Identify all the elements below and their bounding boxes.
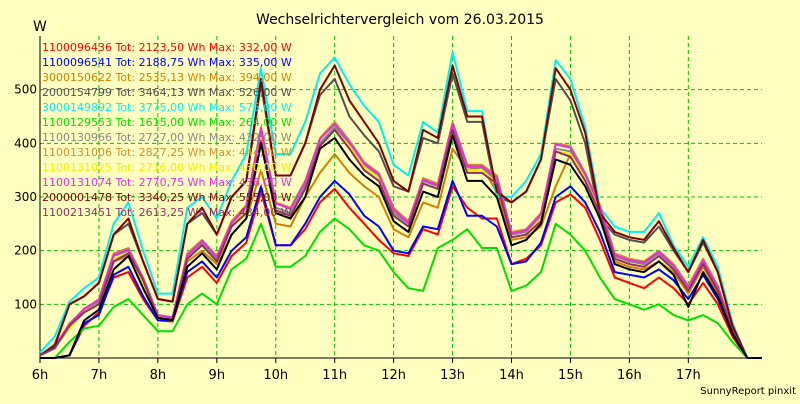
y-tick-label: 200 — [14, 244, 37, 258]
x-tick-label: 15h — [558, 368, 583, 383]
series-line-3000149892 — [39, 51, 762, 359]
legend-entry-2000154799: 2000154799 Tot: 3464,13 Wh Max: 526,00 W — [42, 86, 292, 99]
x-tick-label: 16h — [617, 368, 642, 383]
footer-credit: SunnyReport pinxit — [700, 386, 796, 397]
x-tick-label: 12h — [381, 368, 406, 383]
legend-entry-1100096541: 1100096541 Tot: 2188,75 Wh Max: 335,00 W — [42, 56, 292, 69]
series-line-1100096541 — [40, 179, 762, 359]
y-tick-label: 100 — [14, 297, 37, 311]
y-tick-label: 400 — [14, 136, 37, 150]
legend-entry-1100129553: 1100129553 Tot: 1615,00 Wh Max: 264,00 W — [42, 116, 292, 129]
series-line-black — [40, 134, 762, 359]
series-line-1100129553 — [40, 217, 762, 359]
x-tick-label: 9h — [209, 368, 226, 383]
y-tick-label: 500 — [14, 83, 37, 97]
x-tick-label: 11h — [322, 368, 347, 383]
axes: 100 200 300 400 500 6h 7h 8h 9h 10h 11h 12h 13h 14h 15… — [14, 36, 762, 383]
legend-entry-2000001478: 2000001478 Tot: 3340,25 Wh Max: 555,00 W — [42, 191, 292, 204]
chart-title: Wechselrichtervergleich vom 26.03.2015 — [256, 12, 544, 28]
legend-entry-1100096436: 1100096436 Tot: 2123,50 Wh Max: 332,00 W — [42, 41, 292, 54]
y-axis-label: W — [33, 19, 47, 35]
legend-entry-1100131006: 1100131006 Tot: 2827,25 Wh Max: 444,00 W — [42, 146, 292, 159]
series-line-2000001478 — [39, 64, 762, 359]
y-tick-label: 300 — [14, 190, 37, 204]
legend-entry-1100131074: 1100131074 Tot: 2770,75 Wh Max: 436,00 W — [42, 176, 292, 189]
legend-entry-3000150622: 3000150622 Tot: 2535,13 Wh Max: 394,00 W — [42, 71, 292, 84]
x-tick-label: 17h — [676, 368, 701, 383]
legend: 1100096436 Tot: 2123,50 Wh Max: 332,00 W… — [42, 41, 292, 219]
series-line-1100131074 — [39, 123, 762, 359]
series-lines — [39, 51, 762, 359]
x-tick-label: 6h — [32, 368, 49, 383]
x-tick-label: 14h — [499, 368, 524, 383]
legend-entry-1100213451: 1100213451 Tot: 2613,25 Wh Max: 434,00 W — [42, 206, 292, 219]
x-tick-label: 7h — [91, 368, 108, 383]
x-tick-label: 10h — [263, 368, 288, 383]
legend-entry-1100131025: 1100131025 Tot: 2716,00 Wh Max: 430,00 W — [42, 161, 292, 174]
legend-entry-1100130966: 1100130966 Tot: 2727,00 Wh Max: 432,00 W — [42, 131, 292, 144]
x-tick-label: 8h — [150, 368, 167, 383]
legend-entry-3000149892: 3000149892 Tot: 3775,00 Wh Max: 575,00 W — [42, 101, 292, 114]
x-tick-label: 13h — [440, 368, 465, 383]
